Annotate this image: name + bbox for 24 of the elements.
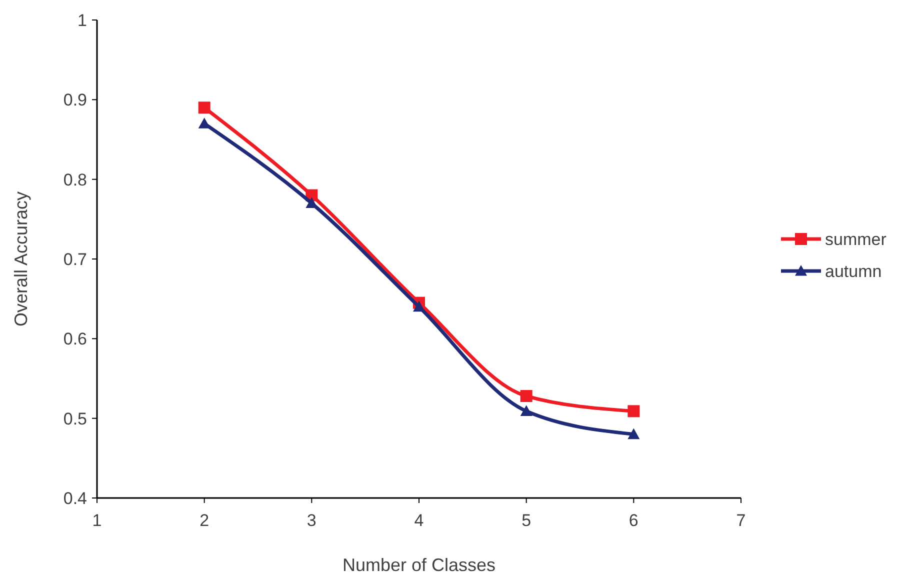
y-axis-title: Overall Accuracy bbox=[11, 191, 31, 327]
x-tick-label: 3 bbox=[306, 511, 316, 530]
point bbox=[628, 428, 640, 440]
y-tick-label: 0.5 bbox=[63, 409, 87, 428]
y-tick-label: 0.9 bbox=[63, 90, 87, 110]
point bbox=[628, 405, 640, 418]
x-axis-title: Number of Classes bbox=[342, 555, 496, 575]
y-tick-label: 0.7 bbox=[63, 250, 87, 269]
x-tick-label: 6 bbox=[628, 511, 638, 530]
x-tick-label: 7 bbox=[736, 511, 746, 530]
point bbox=[198, 102, 210, 114]
legend-label: summer bbox=[825, 230, 887, 249]
y-tick-label: 0.6 bbox=[63, 330, 87, 349]
point bbox=[520, 390, 532, 402]
x-tick-label: 5 bbox=[522, 511, 532, 530]
legend-label: autumn bbox=[825, 262, 882, 281]
y-tick-label: 0.4 bbox=[63, 488, 87, 508]
point bbox=[413, 300, 425, 312]
y-tick-label: 0.8 bbox=[63, 170, 87, 190]
y-tick-label: 1 bbox=[78, 10, 87, 30]
x-tick-label: 2 bbox=[200, 511, 210, 530]
x-tick-label: 1 bbox=[92, 511, 102, 530]
x-tick-label: 4 bbox=[414, 511, 424, 530]
point bbox=[520, 405, 532, 416]
